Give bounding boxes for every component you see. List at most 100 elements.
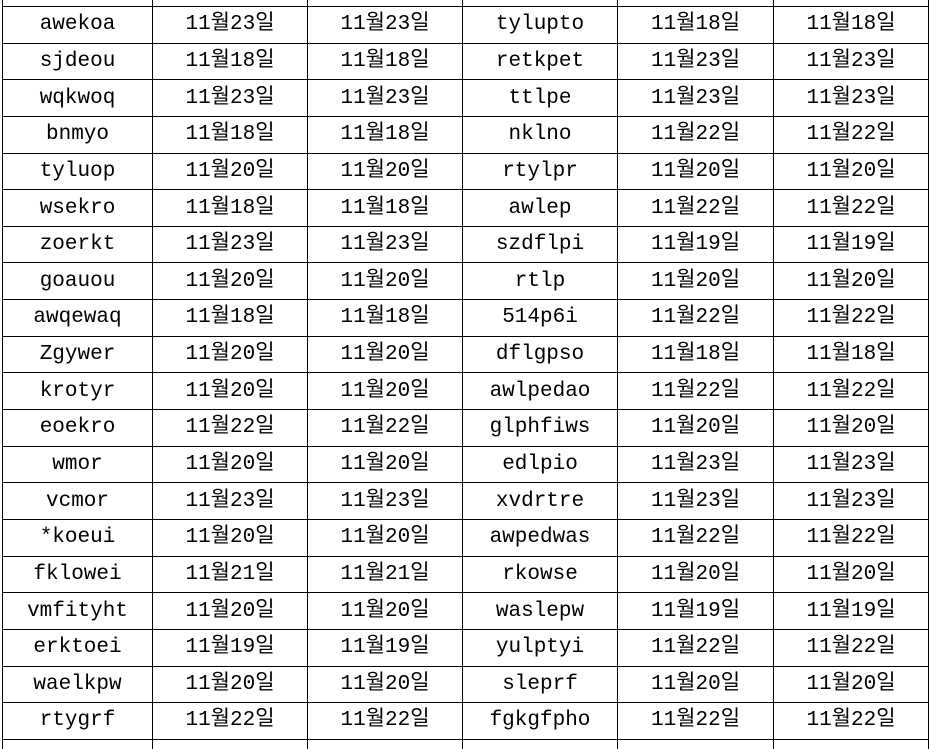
table-cell-date: 11월20일 (308, 336, 463, 374)
table-cell-cropped (618, 739, 774, 749)
table-cell-date: 11월20일 (153, 519, 308, 557)
table-cell-date: 11월20일 (308, 519, 463, 557)
table-cell-date: 11월18일 (308, 43, 463, 81)
table-cell-date: 11월20일 (308, 593, 463, 630)
table-cell-name: fklowei (3, 556, 153, 594)
table-cell-name: Zgywer (3, 336, 153, 374)
table-cell-date: 11월19일 (308, 629, 463, 667)
table-cell-name: awpedwas (463, 519, 618, 557)
table-cell-name: xvdrtre (463, 483, 618, 520)
table-cell-date: 11월22일 (618, 519, 774, 557)
table-cell-date: 11월22일 (774, 190, 929, 227)
table-cell-date: 11월22일 (774, 629, 929, 667)
table-cell-date: 11월18일 (153, 190, 308, 227)
table-cell-date: 11월22일 (618, 300, 774, 337)
table-cell-date: 11월22일 (618, 703, 774, 740)
table-cell-date: 11월18일 (774, 336, 929, 374)
table-cell-date: 11월23일 (774, 483, 929, 520)
table-cell-date: 11월22일 (308, 410, 463, 447)
table-cell-date: 11월22일 (774, 116, 929, 154)
table-cell-name: sleprf (463, 666, 618, 704)
table-cell-date: 11월20일 (618, 556, 774, 594)
table-cell-name: 514p6i (463, 300, 618, 337)
table-cell-date: 11월23일 (308, 226, 463, 264)
table-cell-name: vmfityht (3, 593, 153, 630)
table-cell-date: 11월20일 (774, 410, 929, 447)
table-cell-name: tyluop (3, 153, 153, 191)
table-cell-date: 11월23일 (618, 483, 774, 520)
table-cell-cropped (153, 0, 308, 7)
table-cell-date: 11월20일 (308, 666, 463, 704)
table-cell-name: yulptyi (463, 629, 618, 667)
table-cell-cropped (618, 0, 774, 7)
table-cell-date: 11월20일 (618, 666, 774, 704)
table-cell-date: 11월20일 (618, 410, 774, 447)
table-cell-name: sjdeou (3, 43, 153, 81)
table-cell-date: 11월23일 (153, 483, 308, 520)
table-cell-date: 11월21일 (308, 556, 463, 594)
table-cell-date: 11월23일 (153, 80, 308, 117)
table-cell-date: 11월18일 (308, 190, 463, 227)
table-cell-date: 11월22일 (618, 629, 774, 667)
table-cell-name: tylupto (463, 7, 618, 44)
table-cell-name: nklno (463, 116, 618, 154)
table-cell-name: szdflpi (463, 226, 618, 264)
table-cell-cropped (3, 0, 153, 7)
table-cell-date: 11월20일 (774, 556, 929, 594)
table-cell-cropped (774, 0, 929, 7)
table-cell-name: goauou (3, 263, 153, 301)
table-cell-name: waslepw (463, 593, 618, 630)
table-cell-cropped (463, 739, 618, 749)
table-cell-name: awqewaq (3, 300, 153, 337)
table-cell-date: 11월19일 (774, 226, 929, 264)
table-cell-cropped (3, 739, 153, 749)
table-cell-date: 11월22일 (774, 703, 929, 740)
table-cell-name: rtlp (463, 263, 618, 301)
table-cell-date: 11월20일 (308, 373, 463, 411)
table-cell-date: 11월20일 (153, 593, 308, 630)
table-cell-name: ttlpe (463, 80, 618, 117)
table-cell-name: rtygrf (3, 703, 153, 740)
table-cell-date: 11월23일 (618, 80, 774, 117)
table-cell-date: 11월20일 (153, 153, 308, 191)
table-cell-date: 11월22일 (618, 190, 774, 227)
table-cell-date: 11월22일 (308, 703, 463, 740)
table-cell-date: 11월20일 (153, 263, 308, 301)
table-cell-name: bnmyo (3, 116, 153, 154)
table-cell-date: 11월22일 (774, 519, 929, 557)
table-cell-date: 11월23일 (153, 7, 308, 44)
table-cell-date: 11월22일 (618, 373, 774, 411)
table-cell-date: 11월23일 (308, 483, 463, 520)
table-cell-date: 11월18일 (308, 116, 463, 154)
table-cell-name: waelkpw (3, 666, 153, 704)
table-cell-date: 11월22일 (618, 116, 774, 154)
table-cell-cropped (153, 739, 308, 749)
table-cell-date: 11월18일 (618, 336, 774, 374)
table-cell-name: wqkwoq (3, 80, 153, 117)
table-cell-date: 11월18일 (153, 300, 308, 337)
table-cell-date: 11월22일 (153, 410, 308, 447)
table-cell-name: awlep (463, 190, 618, 227)
table-cell-date: 11월23일 (153, 226, 308, 264)
table-cell-date: 11월18일 (153, 116, 308, 154)
table-cell-cropped (308, 739, 463, 749)
table-cell-date: 11월18일 (618, 7, 774, 44)
table-cell-name: vcmor (3, 483, 153, 520)
table-cell-date: 11월23일 (308, 7, 463, 44)
table-cell-date: 11월19일 (153, 629, 308, 667)
table-cell-name: fgkgfpho (463, 703, 618, 740)
table-cell-date: 11월20일 (153, 666, 308, 704)
table-cell-name: zoerkt (3, 226, 153, 264)
table-cell-name: wmor (3, 446, 153, 484)
table-cell-date: 11월20일 (308, 153, 463, 191)
table-cell-date: 11월19일 (774, 593, 929, 630)
table-cell-name: glphfiws (463, 410, 618, 447)
table-cell-date: 11월23일 (308, 80, 463, 117)
table-cell-cropped (774, 739, 929, 749)
table-cell-name: awlpedao (463, 373, 618, 411)
table-cell-name: awekoa (3, 7, 153, 44)
table-cell-name: edlpio (463, 446, 618, 484)
table-cell-name: retkpet (463, 43, 618, 81)
table-cell-date: 11월23일 (774, 80, 929, 117)
